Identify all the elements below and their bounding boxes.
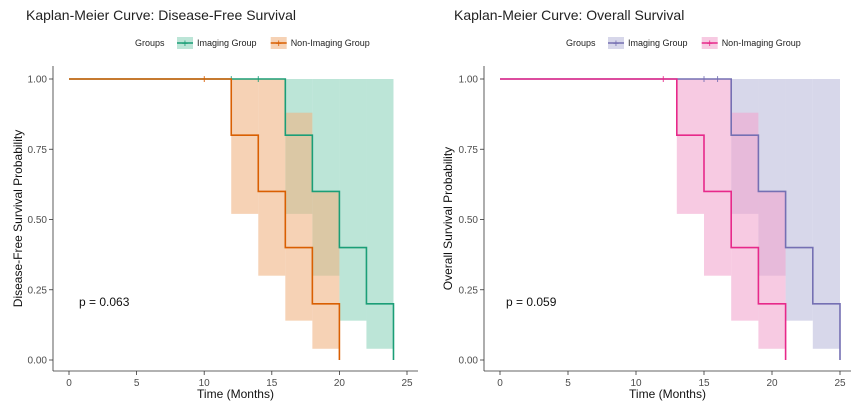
- x-tick-label-25: 25: [401, 378, 413, 389]
- legend-censor-1: +: [182, 38, 188, 50]
- chart-title: Kaplan-Meier Curve: Disease-Free Surviva…: [26, 7, 296, 23]
- x-tick-label-0: 0: [66, 378, 72, 389]
- survival-line-2: [500, 78, 787, 360]
- legend: Groups + Imaging Group + Non-Imaging Group: [566, 37, 801, 50]
- x-tick-label-5: 5: [134, 378, 140, 389]
- y-tick-label-1: 0.25: [28, 285, 48, 296]
- y-axis-title: Overall Survival Probability: [441, 147, 455, 290]
- ci-band-2-2: [231, 79, 259, 214]
- ci-band-1-4: [785, 79, 813, 321]
- x-tick-label-0: 0: [497, 378, 503, 389]
- censor-mark-1-2: +: [714, 72, 721, 86]
- legend-censor-2: +: [706, 38, 712, 50]
- legend-censor-1: +: [613, 38, 619, 50]
- legend-label-2: Non-Imaging Group: [722, 38, 801, 48]
- censor-mark-2-1: +: [201, 72, 208, 86]
- ci-band-2-3: [258, 79, 286, 276]
- chart-panel-2: Kaplan-Meier Curve: Overall Survival Grou…: [441, 7, 851, 401]
- p-value-annotation: p = 0.059: [506, 295, 557, 309]
- ci-band-1-4: [339, 79, 367, 321]
- legend-label-1: Imaging Group: [197, 38, 257, 48]
- censor-mark-2-1: +: [660, 72, 667, 86]
- x-axis-title: Time (Months): [629, 387, 706, 401]
- ci-band-2-3: [704, 79, 732, 276]
- censor-mark-1-2: +: [255, 72, 262, 86]
- ci-band-2-2: [676, 79, 704, 214]
- x-axis-title: Time (Months): [197, 387, 274, 401]
- survival-line-1: [69, 78, 395, 360]
- y-tick-label-3: 0.75: [28, 145, 48, 156]
- y-tick-label-2: 0.50: [28, 215, 48, 226]
- x-tick-label-15: 15: [266, 378, 278, 389]
- y-axis-title: Disease-Free Survival Probability: [11, 130, 25, 307]
- y-tick-label-4: 1.00: [28, 75, 48, 86]
- ci-band-1-5: [812, 79, 840, 349]
- x-tick-label-20: 20: [766, 378, 778, 389]
- survival-line-2: [69, 78, 341, 360]
- x-tick-label-20: 20: [334, 378, 346, 389]
- y-tick-label-2: 0.50: [459, 215, 479, 226]
- p-value-annotation: p = 0.063: [79, 295, 130, 309]
- x-tick-label-5: 5: [565, 378, 571, 389]
- legend-label-2: Non-Imaging Group: [291, 38, 370, 48]
- x-tick-label-10: 10: [630, 378, 642, 389]
- y-tick-label-3: 0.75: [459, 145, 479, 156]
- y-tick-label-4: 1.00: [459, 75, 479, 86]
- x-tick-label-10: 10: [199, 378, 211, 389]
- chart-panel-1: Kaplan-Meier Curve: Disease-Free Surviva…: [11, 7, 418, 401]
- legend-title: Groups: [566, 38, 596, 48]
- legend-censor-2: +: [275, 38, 281, 50]
- legend-label-1: Imaging Group: [628, 38, 688, 48]
- censor-mark-1-1: +: [700, 72, 707, 86]
- chart-title: Kaplan-Meier Curve: Overall Survival: [454, 7, 684, 23]
- legend-title: Groups: [135, 38, 165, 48]
- ci-band-2-5: [758, 191, 786, 349]
- x-tick-label-15: 15: [698, 378, 710, 389]
- x-tick-label-25: 25: [834, 378, 846, 389]
- ci-band-2-4: [285, 112, 313, 321]
- y-tick-label-0: 0.00: [28, 356, 48, 367]
- ci-band-1-5: [366, 79, 394, 349]
- ci-band-2-4: [731, 112, 759, 321]
- y-tick-label-0: 0.00: [459, 356, 479, 367]
- y-tick-label-1: 0.25: [459, 285, 479, 296]
- survival-line-1: [500, 78, 841, 360]
- ci-band-2-5: [312, 191, 340, 349]
- legend: Groups + Imaging Group + Non-Imaging Group: [135, 37, 370, 50]
